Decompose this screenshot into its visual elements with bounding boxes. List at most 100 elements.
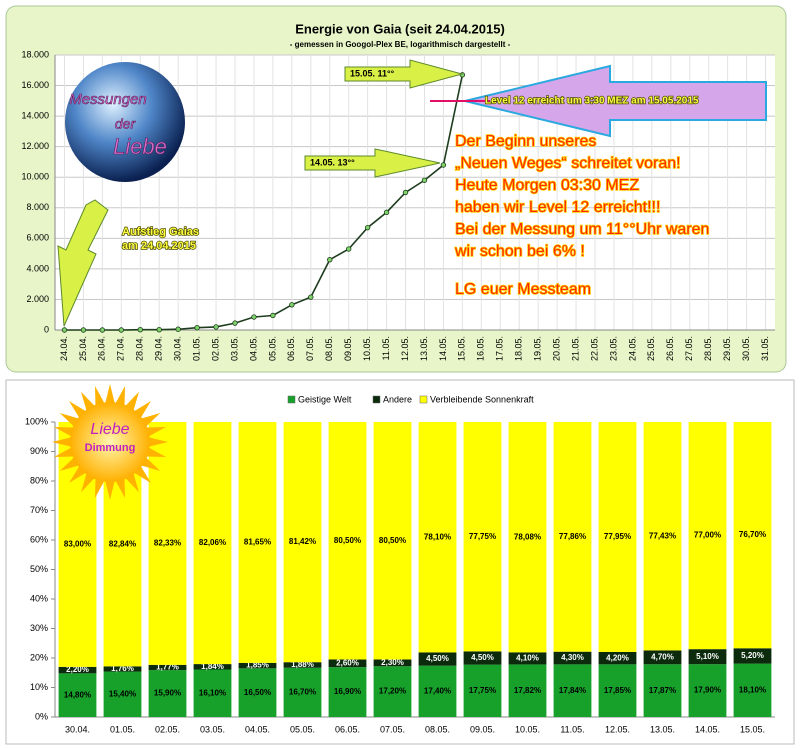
data-point <box>327 257 333 263</box>
data-label: 17,82% <box>514 686 541 695</box>
x-tick-label: 06.05. <box>335 724 360 734</box>
x-tick-label: 08.05. <box>425 724 450 734</box>
data-point <box>61 327 68 333</box>
bar-segment <box>373 659 412 667</box>
bar-segment <box>553 664 592 717</box>
arrow <box>464 64 767 138</box>
x-tick-label: 05.05. <box>267 336 277 361</box>
bar-segment <box>508 664 547 717</box>
data-label: 17,85% <box>604 686 631 695</box>
legend-label: Andere <box>383 394 412 404</box>
logo-globe <box>65 62 185 182</box>
x-tick-label: 13.05. <box>650 724 675 734</box>
x-tick-label: 13.05. <box>419 336 429 361</box>
x-tick-label: 02.05. <box>210 336 220 361</box>
y-tick-label: 4.000 <box>26 263 49 273</box>
data-point <box>440 162 447 168</box>
x-tick-label: 11.05. <box>381 336 391 360</box>
data-label: 80,50% <box>334 536 361 545</box>
x-tick-label: 28.04. <box>135 336 145 361</box>
data-point <box>421 177 428 183</box>
x-tick-label: 26.04. <box>97 336 107 361</box>
bar-segment <box>193 669 232 717</box>
x-tick-label: 15.05. <box>740 724 765 734</box>
data-point <box>118 327 125 333</box>
x-tick-label: 03.05. <box>200 724 225 734</box>
y-tick-label: 16.000 <box>21 80 49 90</box>
data-label: 4,30% <box>561 653 584 662</box>
x-tick-label: 27.05. <box>684 336 694 361</box>
annotation: 15.05. 11°° <box>350 68 395 78</box>
y-tick-label: 20% <box>30 652 48 662</box>
data-point <box>194 325 200 331</box>
bar-segment <box>463 651 502 665</box>
y-tick-label: 2.000 <box>26 294 49 304</box>
data-label: 1,76% <box>111 664 134 673</box>
data-label: 81,65% <box>244 538 271 547</box>
x-tick-label: 10.05. <box>515 724 540 734</box>
data-label: 81,42% <box>289 537 316 546</box>
y-tick-label: 14.000 <box>21 110 49 120</box>
data-label: 76,70% <box>739 530 766 539</box>
data-label: 15,90% <box>154 689 181 698</box>
bar-segment <box>193 422 232 665</box>
x-tick-label: 09.05. <box>343 336 353 361</box>
data-point <box>308 294 314 300</box>
bar-segment <box>148 670 187 717</box>
data-label: 17,20% <box>379 687 406 696</box>
annotation: 14.05. 13°° <box>310 157 355 167</box>
bar-segment <box>643 664 682 717</box>
bar-segment <box>598 422 637 652</box>
x-tick-label: 04.05. <box>245 724 270 734</box>
x-tick-label: 25.04. <box>78 336 88 361</box>
x-tick-label: 17.05. <box>495 336 505 361</box>
data-label: 5,10% <box>696 652 719 661</box>
data-point <box>251 314 257 320</box>
data-label: 83,00% <box>64 540 91 549</box>
data-label: 82,06% <box>199 538 226 547</box>
callout-text: „Neuen Weges“ schreitet voran! <box>455 155 681 172</box>
y-tick-label: 40% <box>30 593 48 603</box>
x-tick-label: 23.05. <box>608 336 618 361</box>
bar-segment <box>733 663 772 717</box>
bar-segment <box>508 422 547 653</box>
logo-text: Liebe <box>90 421 129 438</box>
data-label: 77,86% <box>559 532 586 541</box>
data-label: 15,40% <box>109 689 136 698</box>
bar-segment <box>373 422 412 660</box>
data-point <box>270 312 276 319</box>
data-point <box>99 327 106 333</box>
data-label: 78,08% <box>514 532 541 541</box>
callout-text: Der Beginn unseres <box>455 133 596 150</box>
data-label: 4,70% <box>651 652 674 661</box>
bar-segment <box>328 422 367 660</box>
data-label: 16,90% <box>334 687 361 696</box>
sun-disc <box>70 402 150 482</box>
legend-label: Geistige Welt <box>298 394 352 404</box>
x-tick-label: 14.05. <box>438 336 448 361</box>
data-point <box>364 224 371 231</box>
y-tick-label: 70% <box>30 505 48 515</box>
data-label: 77,00% <box>694 531 721 540</box>
bar-segment <box>103 671 142 717</box>
x-tick-label: 12.05. <box>605 724 630 734</box>
bar-segment <box>463 664 502 717</box>
bar-segment <box>283 662 322 668</box>
data-label: 17,84% <box>559 686 586 695</box>
data-label: 16,70% <box>289 687 316 696</box>
data-point <box>175 326 181 332</box>
x-tick-label: 27.04. <box>116 336 126 361</box>
x-tick-label: 24.05. <box>627 336 637 361</box>
x-tick-label: 06.05. <box>286 336 296 361</box>
bar-segment <box>148 664 187 671</box>
bar-segment <box>643 422 682 651</box>
x-tick-label: 29.05. <box>722 336 732 361</box>
legend-swatch <box>419 395 428 404</box>
data-label: 5,20% <box>741 651 764 660</box>
bar-segment <box>688 649 727 665</box>
y-tick-label: 0% <box>35 711 48 721</box>
x-tick-label: 21.05. <box>570 336 580 361</box>
y-tick-label: 50% <box>30 564 48 574</box>
data-label: 77,95% <box>604 532 631 541</box>
data-label: 17,90% <box>694 686 721 695</box>
